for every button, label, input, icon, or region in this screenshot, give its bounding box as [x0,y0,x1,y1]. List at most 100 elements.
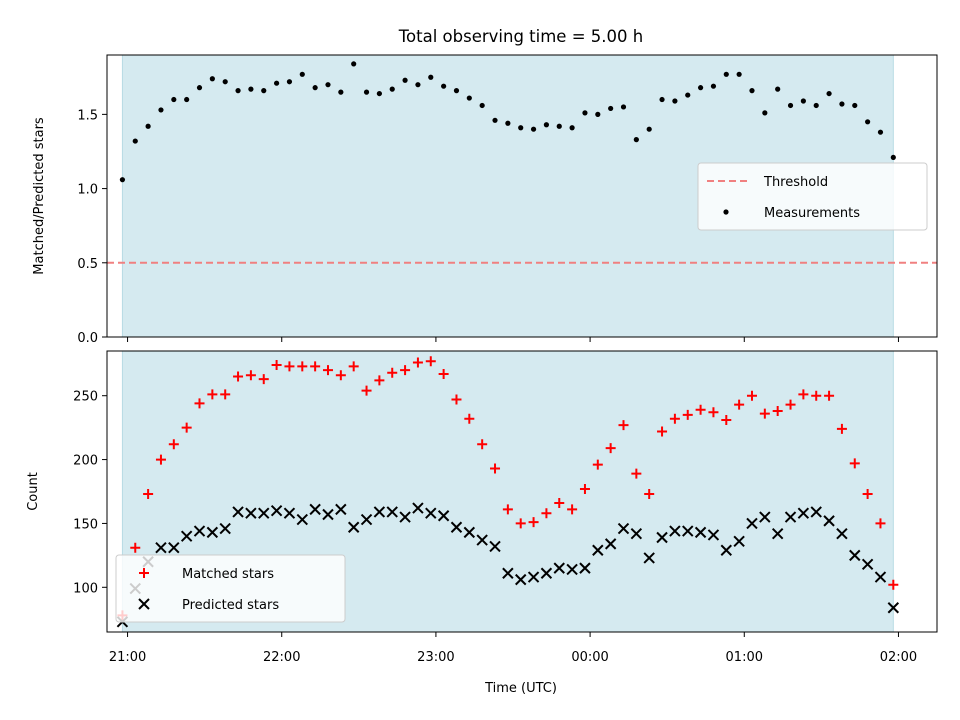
axes-frame [106,350,938,633]
predicted-star-point [849,549,861,562]
predicted-star-point [643,552,655,564]
predicted-star-point [617,522,630,535]
x-tick-label: 01:00 [726,650,763,665]
predicted-star-point [733,535,745,548]
matched-star-point [490,463,501,474]
matched-star-point [785,399,796,410]
matched-star-point [567,504,578,515]
predicted-star-point [797,507,810,519]
measurement-point [363,89,370,95]
matched-star-point [695,404,706,415]
predicted-star-point [707,529,720,541]
predicted-star-point [155,541,167,554]
measurement-point [775,86,781,92]
predicted-star-point [669,525,681,537]
predicted-star-point [360,513,373,526]
matched-star-point [271,360,282,371]
measurement-point [736,71,742,77]
legend-label: Threshold [763,175,828,190]
measurement-point [890,154,896,161]
y-tick-label: 150 [73,517,98,532]
predicted-star-point [861,558,874,571]
matched-star-point [181,422,192,433]
predicted-star-point [746,517,758,530]
matched-star-point [258,374,269,385]
predicted-star-point [347,521,360,533]
predicted-star-point [270,504,283,517]
predicted-star-point [283,507,296,519]
predicted-star-point [322,508,334,521]
measurement-point [466,95,472,101]
predicted-star-point [579,562,591,574]
predicted-star-point [258,507,270,519]
predicted-star-point [874,571,887,583]
axes-frame [106,54,938,338]
predicted-star-point [553,562,565,574]
predicted-star-point [437,510,450,522]
matched-star-point [464,413,475,424]
bottom-panel: 100 150 200 250 21:00 22:00 23:00 00:00 01:00 02:… [26,350,938,665]
predicted-star-point [759,511,771,523]
predicted-star-point [502,567,514,579]
matched-star-point [888,579,899,590]
x-tick-label: 23:00 [417,650,454,665]
predicted-star-point [656,531,668,544]
measurement-point [132,138,138,144]
measurement-point [376,90,382,97]
matched-star-point [245,370,256,381]
measurement-point [453,88,460,94]
measurement-point [608,105,614,112]
matched-star-point [194,398,205,409]
predicted-star-point [193,525,206,537]
matched-star-point [220,389,231,400]
bottom-legend: Matched stars Predicted stars [115,554,346,623]
measurement-point [248,86,254,92]
predicted-star-point [887,602,900,614]
x-tick-label: 21:00 [109,650,146,665]
y-tick-label: 250 [73,390,98,405]
matched-star-point [682,409,693,420]
y-tick-label: 1.5 [77,108,98,123]
predicted-star-point [476,534,488,546]
measurement-point [518,125,524,131]
x-axis-label: Time (UTC) [484,681,557,696]
predicted-star-point [682,525,694,537]
predicted-star-point [810,506,822,518]
measurement-point [492,117,498,123]
matched-star-point [310,361,321,372]
y-tick-label: 100 [73,581,98,596]
matched-star-point [348,361,359,372]
measurement-point [415,82,421,88]
measurement-point [556,123,562,129]
predicted-star-point [206,526,219,539]
measurement-point [505,120,511,126]
matched-star-point [721,414,732,425]
predicted-star-point [296,513,309,526]
predicted-star-point [784,511,797,523]
measurement-point [877,129,884,135]
legend-label: Matched stars [182,567,274,582]
measurement-point [299,71,305,77]
matched-star-point [631,468,642,479]
legend-matched-swatch [139,568,149,578]
predicted-star-point [604,538,617,550]
predicted-star-point [515,573,527,586]
matched-star-point [657,426,668,437]
top-panel: 0.0 0.5 1.0 1.5 Matched/Predicted stars Thres… [32,54,938,346]
predicted-star-point [836,527,848,540]
measurement-point [441,83,447,89]
top-legend: Threshold Measurements [697,162,928,231]
matched-star-point [233,371,244,382]
matched-star-point [425,356,436,367]
predicted-star-point [566,563,578,576]
measurement-point [633,137,639,143]
predicted-star-point [412,502,424,514]
matched-star-point [579,483,590,494]
predicted-star-point [335,503,347,516]
matched-star-point [644,489,655,500]
matched-star-point [438,368,449,379]
y-tick-label: 1.0 [77,183,98,198]
figure-title: Total observing time = 5.00 h [398,27,643,46]
predicted-star-point [720,544,732,556]
